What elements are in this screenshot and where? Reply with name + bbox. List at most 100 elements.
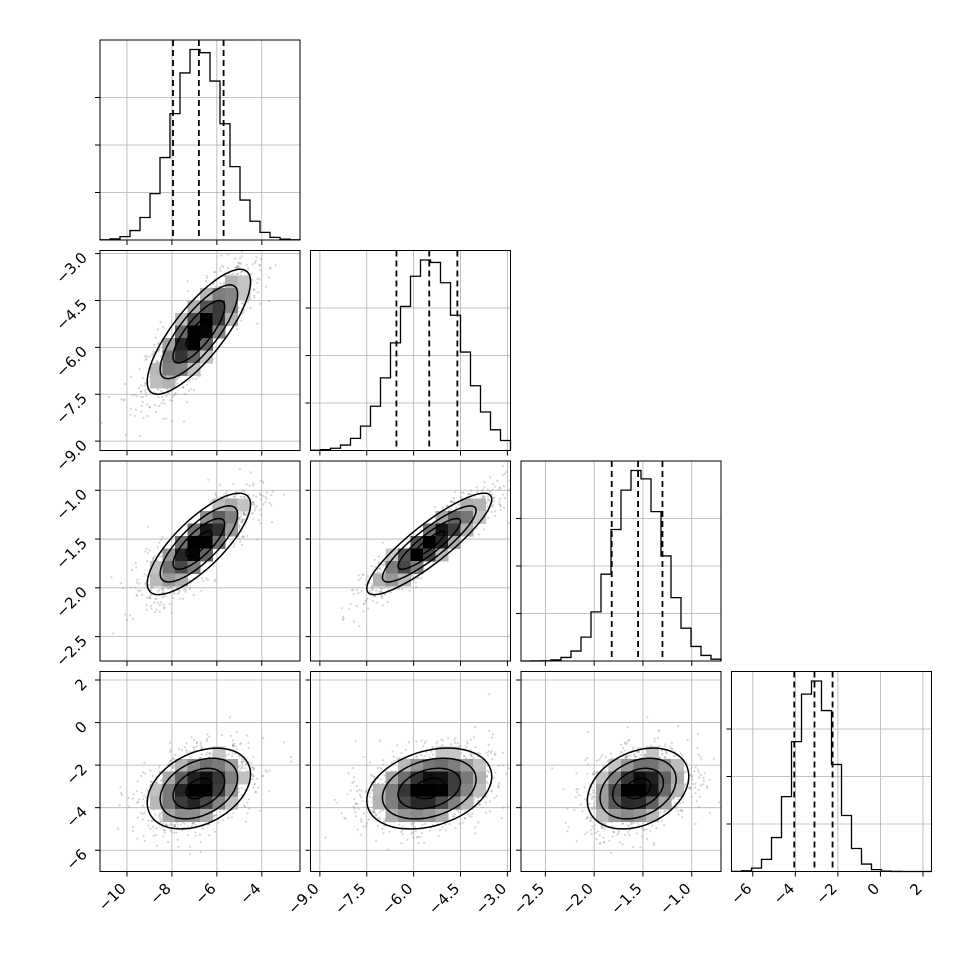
scatter-point <box>495 795 498 798</box>
scatter-point <box>131 829 134 832</box>
scatter-point <box>179 597 182 600</box>
scatter-point <box>158 610 161 613</box>
scatter-point <box>250 242 252 244</box>
scatter-point <box>392 755 395 758</box>
y-tick-label: −4.5 <box>52 296 90 334</box>
scatter-point <box>118 804 121 807</box>
scatter-point <box>348 608 351 611</box>
scatter-point <box>261 480 264 483</box>
scatter-point <box>589 816 592 819</box>
scatter-point <box>253 767 256 770</box>
scatter-point <box>363 602 366 605</box>
scatter-point <box>382 763 385 766</box>
scatter-point <box>356 802 359 806</box>
density-cell <box>162 338 176 351</box>
scatter-point <box>355 790 358 793</box>
scatter-point <box>455 506 458 509</box>
density-cell <box>175 561 188 574</box>
scatter-point <box>173 592 176 596</box>
scatter-point <box>498 486 501 489</box>
scatter-point <box>187 290 190 293</box>
scatter-point <box>143 355 146 358</box>
scatter-point <box>199 850 202 854</box>
scatter-point <box>410 832 413 835</box>
scatter-point <box>265 491 268 494</box>
scatter-point <box>134 562 137 565</box>
scatter-point <box>219 282 222 285</box>
scatter-point <box>178 589 181 592</box>
histogram-panel-2 <box>516 460 722 666</box>
scatter-point <box>417 842 420 845</box>
scatter-point <box>152 834 155 837</box>
scatter-point <box>189 756 192 759</box>
scatter-point <box>143 573 146 576</box>
scatter-point <box>646 716 649 719</box>
density-cell <box>187 771 201 785</box>
scatter-point <box>259 508 262 511</box>
scatter-point <box>254 506 257 509</box>
scatter-point <box>195 377 198 380</box>
scatter-point <box>265 770 268 773</box>
scatter-point <box>256 291 259 294</box>
scatter-point <box>124 613 127 616</box>
scatter-point <box>592 791 595 794</box>
scatter-point <box>253 509 256 512</box>
density-cell <box>237 275 251 289</box>
scatter-point <box>267 276 271 279</box>
scatter-point <box>238 516 241 519</box>
scatter-point <box>187 389 190 392</box>
scatter-point <box>370 810 373 813</box>
density-cell <box>187 300 201 314</box>
scatter-point <box>697 753 700 756</box>
scatter-point <box>136 594 139 598</box>
scatter-point <box>143 389 146 392</box>
scatter-point <box>490 750 493 753</box>
scatter-point <box>166 388 169 391</box>
scatter-point <box>357 578 360 582</box>
scatter-point <box>159 818 162 821</box>
scatter-point <box>252 786 255 789</box>
density-cell <box>460 796 474 810</box>
scatter-point <box>635 755 638 758</box>
scatter-point <box>658 812 661 815</box>
scatter-point <box>144 796 148 799</box>
density-cell <box>633 809 647 822</box>
scatter-point <box>251 278 254 281</box>
scatter-point <box>489 810 492 813</box>
scatter-point <box>625 756 628 759</box>
scatter-point <box>176 823 179 826</box>
scatter-point <box>336 801 339 804</box>
density-cell <box>621 771 634 785</box>
scatter-point <box>149 604 152 607</box>
scatter-point <box>236 328 239 331</box>
scatter-point <box>247 747 250 750</box>
scatter-point <box>611 825 614 828</box>
scatter-point <box>433 505 437 508</box>
density-cell <box>225 796 238 810</box>
scatter-point <box>240 262 243 266</box>
scatter-point <box>367 607 370 610</box>
scatter-point <box>362 602 365 606</box>
scatter-point <box>131 394 134 397</box>
scatter-point <box>585 757 589 760</box>
scatter-point <box>172 831 176 834</box>
scatter-point <box>159 355 162 358</box>
scatter-point <box>184 588 187 591</box>
scatter-point <box>212 282 215 285</box>
contour-line <box>381 505 477 583</box>
scatter-point <box>490 510 493 513</box>
scatter-point <box>401 588 404 591</box>
scatter-point <box>365 825 368 828</box>
x-tick-label: −1.5 <box>607 880 645 918</box>
histogram-panel-3: −6 −4 −2 0 2 <box>726 671 932 908</box>
density-cell <box>175 363 188 376</box>
scatter-point <box>601 827 604 830</box>
scatter-point <box>161 536 164 539</box>
scatter-point <box>150 819 153 823</box>
scatter-point <box>246 512 249 515</box>
scatter-point <box>253 503 256 507</box>
scatter-point <box>172 764 175 767</box>
scatter-point <box>255 505 258 508</box>
scatter-point <box>251 263 254 266</box>
density-cell <box>448 523 461 537</box>
